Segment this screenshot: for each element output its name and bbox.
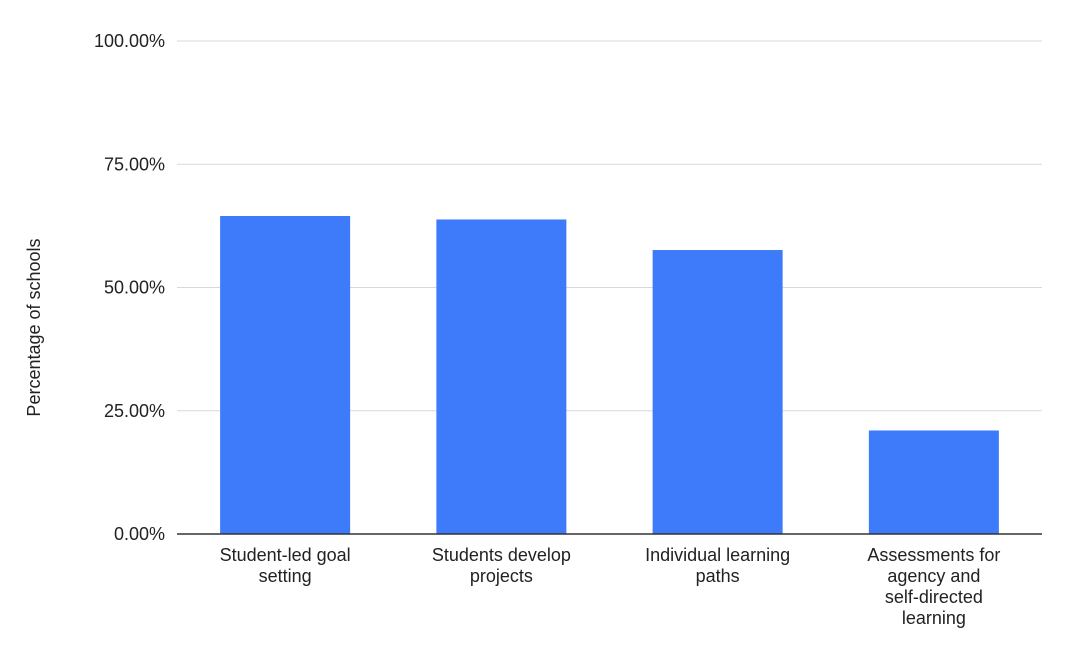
y-tick-label: 75.00%	[104, 154, 165, 174]
y-tick-label: 25.00%	[104, 401, 165, 421]
y-tick-label: 100.00%	[94, 31, 165, 51]
bar	[868, 430, 999, 534]
y-tick-label: 0.00%	[114, 524, 165, 544]
x-category-label: Individual learning paths	[645, 545, 790, 586]
x-axis-category-labels: Student-led goal setting Students develop p…	[220, 545, 1001, 628]
bar	[436, 219, 567, 534]
bar	[220, 216, 351, 534]
x-category-label: Students develop projects	[432, 545, 571, 586]
x-category-label: Assessments for agency and self-directed le…	[867, 545, 1000, 628]
bars	[220, 216, 999, 535]
bar	[652, 250, 783, 535]
x-category-label: Student-led goal setting	[220, 545, 351, 586]
y-axis-title: Percentage of schools	[24, 238, 44, 416]
y-axis-tick-labels: 0.00% 25.00% 50.00% 75.00% 100.00%	[94, 31, 165, 544]
y-tick-label: 50.00%	[104, 278, 165, 298]
